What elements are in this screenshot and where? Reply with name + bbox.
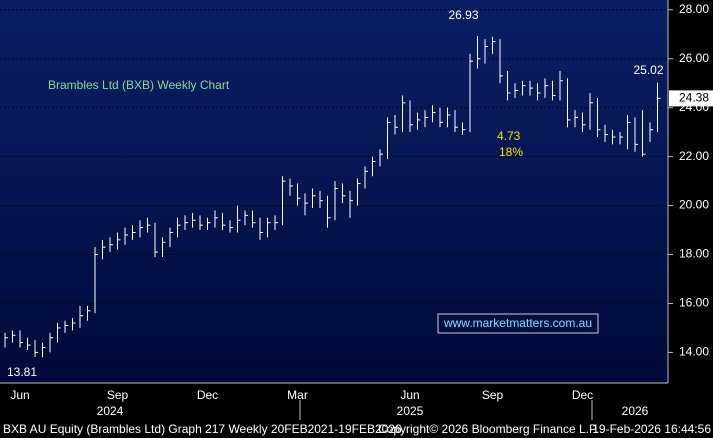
footer-left: BXB AU Equity (Brambles Ltd) Graph 217 W… <box>3 422 402 436</box>
y-axis-area <box>668 0 713 420</box>
annotation: 18% <box>499 145 523 159</box>
last-price: 24.38 <box>679 91 709 105</box>
low-label: 13.81 <box>7 365 37 379</box>
footer-right: 19-Feb-2026 16:44:56 <box>592 422 711 436</box>
x-tick-label: Jun <box>400 388 419 402</box>
x-tick-label: Mar <box>287 388 308 402</box>
website-box <box>437 313 599 334</box>
x-tick-label: Sep <box>107 388 129 402</box>
year-label: 2025 <box>397 404 424 418</box>
year-label: 2026 <box>622 404 649 418</box>
plot-area <box>0 0 668 383</box>
y-tick-label: 18.00 <box>679 247 709 261</box>
chart-title: Brambles Ltd (BXB) Weekly Chart <box>48 78 230 92</box>
x-axis-area <box>0 383 668 420</box>
footer-center: Copyright© 2026 Bloomberg Finance L.P. <box>378 422 599 436</box>
x-tick-label: Sep <box>482 388 504 402</box>
website: www.marketmatters.com.au <box>443 316 592 330</box>
high-label: 26.93 <box>448 8 478 22</box>
y-tick-label: 20.00 <box>679 198 709 212</box>
y-tick-label: 16.00 <box>679 296 709 310</box>
y-tick-label: 28.00 <box>679 2 709 16</box>
x-tick-label: Dec <box>197 388 218 402</box>
annotation: 4.73 <box>497 129 521 143</box>
last-high-label: 25.02 <box>633 63 663 77</box>
x-tick-label: Dec <box>572 388 593 402</box>
y-tick-label: 14.00 <box>679 345 709 359</box>
x-tick-label: Jun <box>10 388 29 402</box>
y-tick-label: 26.00 <box>679 51 709 65</box>
y-tick-label: 22.00 <box>679 149 709 163</box>
last-price-tag <box>669 90 713 107</box>
year-label: 2024 <box>97 404 124 418</box>
